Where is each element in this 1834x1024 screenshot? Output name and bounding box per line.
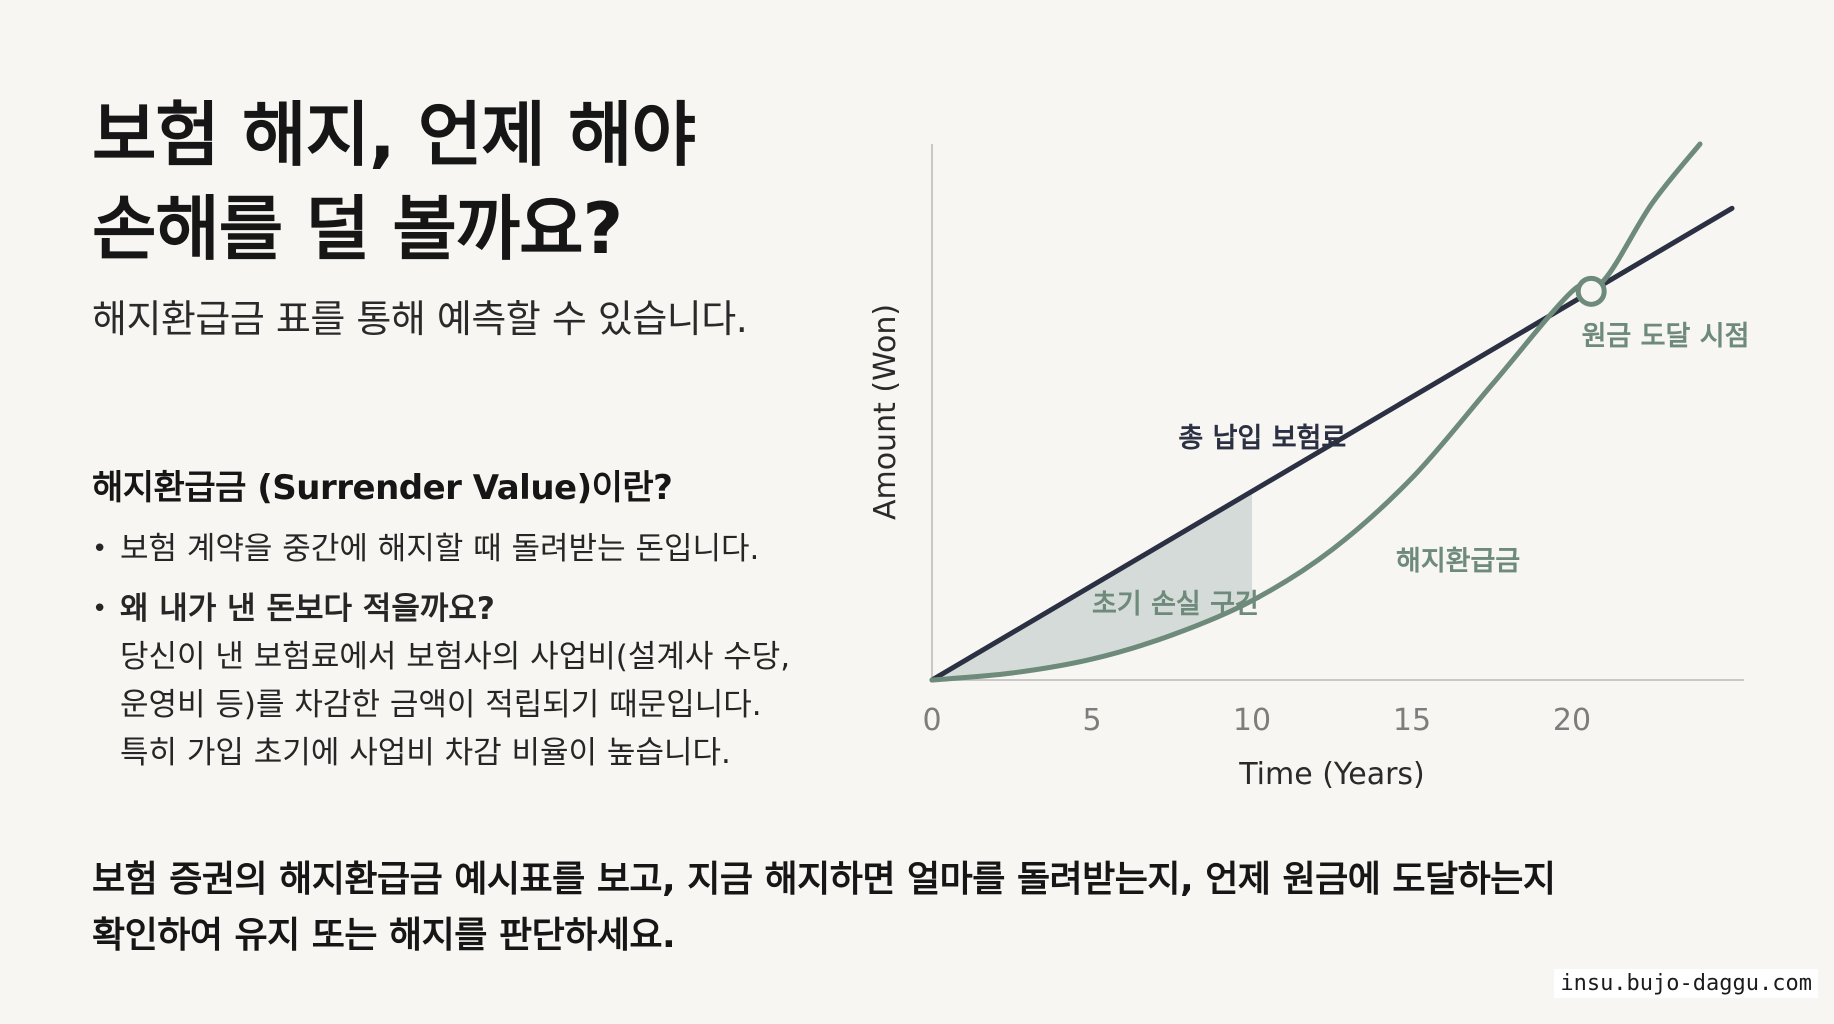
bullet-list: 보험 계약을 중간에 해지할 때 돌려받는 돈입니다. 왜 내가 낸 돈보다 적… (92, 525, 832, 789)
x-tick-label: 0 (922, 703, 941, 738)
bullet-text-reason-1: 당신이 낸 보험료에서 보험사의 사업비(설계사 수당, (120, 639, 791, 675)
cta-line-2: 확인하여 유지 또는 해지를 판단하세요. (92, 915, 676, 956)
page-title: 보험 해지, 언제 해야 손해를 덜 볼까요? (92, 88, 696, 276)
bullet-text-reason-2: 운영비 등)를 차감한 금액이 적립되기 때문입니다. (120, 687, 762, 723)
annotation-breakeven: 원금 도달 시점 (1582, 321, 1750, 352)
annotation-early-loss: 초기 손실 구간 (1092, 589, 1260, 620)
y-axis-label: Amount (Won) (868, 304, 903, 520)
title-line-2: 손해를 덜 볼까요? (92, 188, 623, 270)
legend-label-surrender-value: 해지환급금 (1396, 546, 1520, 577)
bullet-text-definition: 보험 계약을 중간에 해지할 때 돌려받는 돈입니다. (120, 531, 760, 567)
cta-line-1: 보험 증권의 해지환급금 예시표를 보고, 지금 해지하면 얼마를 돌려받는지,… (92, 859, 1556, 900)
site-watermark: insu.bujo-daggu.com (1554, 969, 1818, 998)
bullet-text-reason-3: 특히 가입 초기에 사업비 차감 비율이 높습니다. (120, 735, 731, 771)
x-tick-label: 5 (1082, 703, 1101, 738)
x-tick-label: 10 (1233, 703, 1271, 738)
series-line-surrender-value (929, 141, 1703, 683)
legend-label-total-premium: 총 납입 보험료 (1178, 423, 1346, 454)
section-heading: 해지환급금 (Surrender Value)이란? (92, 468, 673, 508)
x-tick-label: 15 (1393, 703, 1431, 738)
call-to-action: 보험 증권의 해지환급금 예시표를 보고, 지금 해지하면 얼마를 돌려받는지,… (92, 852, 1652, 964)
bullet-item-reason: 왜 내가 낸 돈보다 적을까요? 당신이 낸 보험료에서 보험사의 사업비(설계… (92, 585, 832, 777)
x-tick-labels: 0 5 10 15 20 (922, 703, 1591, 738)
x-axis-label: Time (Years) (1238, 757, 1425, 792)
x-tick-label: 20 (1553, 703, 1591, 738)
surrender-value-chart: 0 5 10 15 20 Time (Years) Amount (Won) 총 납입 … (868, 141, 1750, 792)
title-line-1: 보험 해지, 언제 해야 (92, 94, 696, 176)
page-subtitle: 해지환급금 표를 통해 예측할 수 있습니다. (92, 297, 748, 341)
bullet-heading-reason: 왜 내가 낸 돈보다 적을까요? (120, 591, 495, 627)
crossover-point-marker (1575, 275, 1607, 307)
bullet-item-definition: 보험 계약을 중간에 해지할 때 돌려받는 돈입니다. (92, 525, 832, 573)
